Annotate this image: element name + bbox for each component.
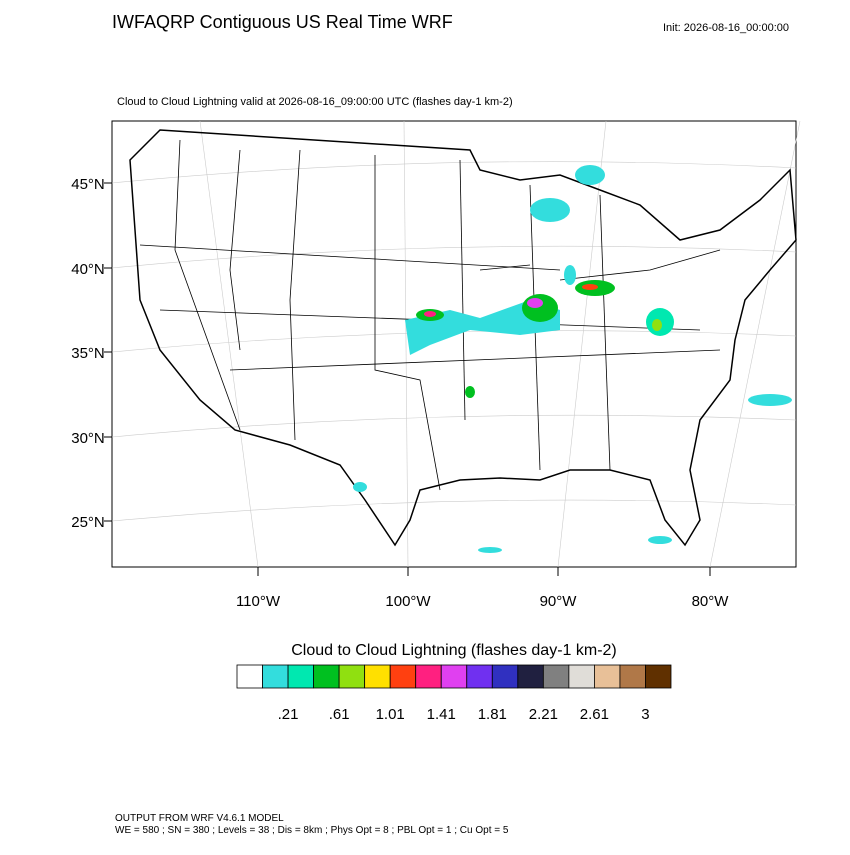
colorbar-label: .61 (329, 706, 350, 723)
colorbar-box (542, 664, 570, 689)
colorbar-box (364, 664, 391, 689)
us-outline (129, 129, 797, 547)
colorbar-label: 1.41 (427, 706, 456, 723)
colorbar-box (619, 664, 646, 689)
lon-label: 80°W (692, 593, 730, 610)
map: 45°N 40°N 35°N 30°N 25°N 110°W 100°W 90°W 80°W (71, 120, 801, 610)
lon-label: 100°W (385, 593, 431, 610)
colorbar-label: 2.21 (529, 706, 558, 723)
lon-label: 90°W (540, 593, 578, 610)
colorbar-box (262, 664, 289, 689)
colorbar-box (236, 664, 263, 689)
colorbar-label: 3 (641, 706, 649, 723)
colorbar-box (389, 664, 417, 689)
lat-label: 30°N (71, 430, 105, 447)
lat-label: 25°N (71, 514, 105, 531)
footer-line: WE = 580 ; SN = 380 ; Levels = 38 ; Dis … (115, 825, 509, 836)
colorbar: .21 .61 1.01 1.41 1.81 2.21 2.61 3 (236, 664, 672, 723)
state-lines (139, 139, 721, 491)
colorbar-label: 1.01 (376, 706, 405, 723)
init-time: Init: 2026-08-16_00:00:00 (663, 22, 789, 34)
colorbar-box (415, 664, 442, 689)
lat-label: 40°N (71, 261, 105, 278)
lat-label: 35°N (71, 345, 105, 362)
colorbar-box (338, 664, 366, 689)
title: IWFAQRP Contiguous US Real Time WRF (112, 12, 453, 32)
colorbar-title: Cloud to Cloud Lightning (flashes day-1 … (291, 642, 617, 659)
lon-label: 110°W (236, 593, 281, 610)
colorbar-label: 1.81 (478, 706, 507, 723)
colorbar-label: .21 (278, 706, 299, 723)
colorbar-box (313, 664, 340, 689)
colorbar-box (568, 664, 595, 689)
colorbar-box (517, 664, 544, 689)
subtitle: Cloud to Cloud Lightning valid at 2026-0… (117, 96, 513, 108)
lightning-areas (353, 165, 792, 553)
colorbar-box (594, 664, 621, 689)
footer-line: OUTPUT FROM WRF V4.6.1 MODEL (115, 813, 284, 824)
colorbar-box (287, 664, 314, 689)
colorbar-label: 2.61 (580, 706, 609, 723)
colorbar-box (645, 664, 672, 689)
colorbar-box (466, 664, 493, 689)
map-frame (111, 120, 797, 568)
lat-label: 45°N (71, 176, 105, 193)
colorbar-box (440, 664, 468, 689)
colorbar-box (491, 664, 519, 689)
